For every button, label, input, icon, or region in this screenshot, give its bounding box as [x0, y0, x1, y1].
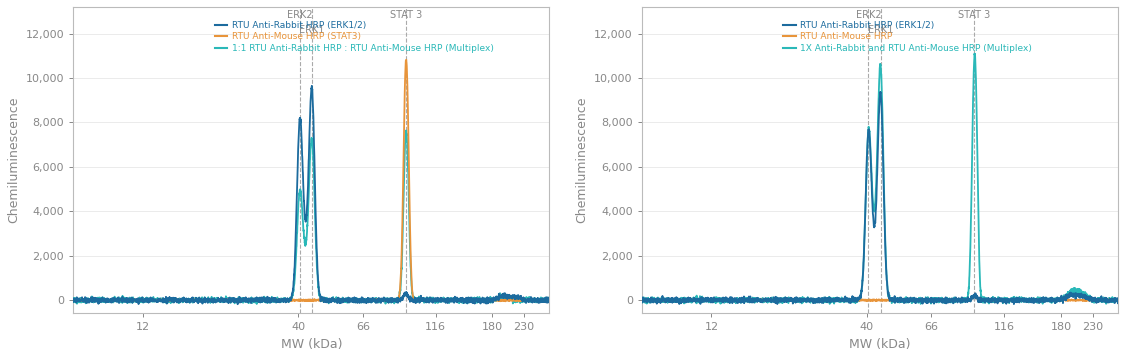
Text: ERK1: ERK1: [867, 25, 893, 35]
Text: ERK2: ERK2: [856, 10, 881, 20]
Text: ERK2: ERK2: [287, 10, 313, 20]
X-axis label: MW (kDa): MW (kDa): [849, 338, 911, 351]
Legend: RTU Anti-Rabbit HRP (ERK1/2), RTU Anti-Mouse HRP (STAT3), 1:1 RTU Anti-Rabbit HR: RTU Anti-Rabbit HRP (ERK1/2), RTU Anti-M…: [212, 18, 497, 56]
Y-axis label: Chemiluminescence: Chemiluminescence: [576, 97, 588, 223]
Y-axis label: Chemiluminescence: Chemiluminescence: [7, 97, 20, 223]
Text: STAT 3: STAT 3: [958, 10, 990, 20]
Text: ERK1: ERK1: [299, 25, 325, 35]
Text: STAT 3: STAT 3: [389, 10, 422, 20]
X-axis label: MW (kDa): MW (kDa): [280, 338, 342, 351]
Legend: RTU Anti-Rabbit HRP (ERK1/2), RTU Anti-Mouse HRP, 1X Anti-Rabbit and RTU Anti-Mo: RTU Anti-Rabbit HRP (ERK1/2), RTU Anti-M…: [780, 18, 1036, 56]
